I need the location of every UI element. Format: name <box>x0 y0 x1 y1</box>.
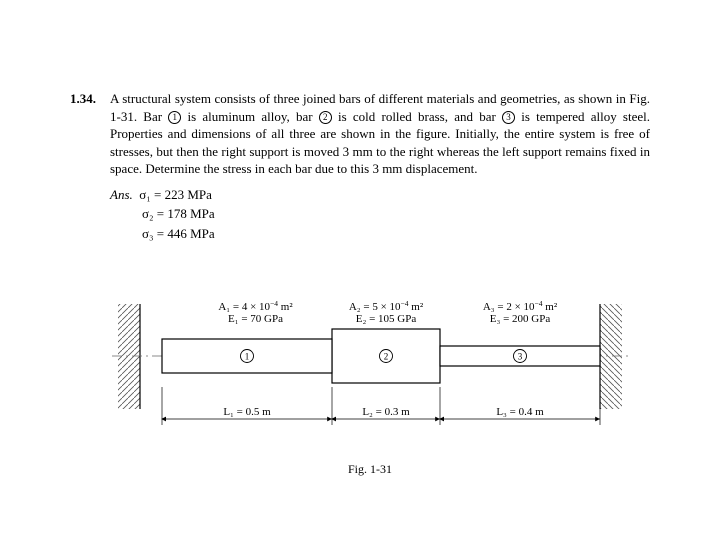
answers-block: Ans. σ₁ = 223 MPa σ₂ = 178 MPa σ₃ = 446 … <box>110 186 650 243</box>
answers-label: Ans. <box>110 187 133 202</box>
svg-text:L₁ = 0.5 m: L₁ = 0.5 m <box>223 406 271 418</box>
figure-caption: Fig. 1-31 <box>110 461 630 477</box>
svg-text:E₁ = 70 GPa: E₁ = 70 GPa <box>228 313 283 325</box>
svg-text:L₂ = 0.3 m: L₂ = 0.3 m <box>362 406 410 418</box>
svg-text:A₁ = 4 × 10−4 m²: A₁ = 4 × 10−4 m² <box>218 299 293 313</box>
circled-1-inline: 1 <box>168 111 181 124</box>
svg-text:E₂ = 105 GPa: E₂ = 105 GPa <box>356 313 417 325</box>
svg-text:2: 2 <box>384 352 389 362</box>
problem-text-part-1: is aluminum alloy, bar <box>181 109 318 124</box>
answer-sigma2: σ₂ = 178 MPa <box>142 206 215 221</box>
svg-text:E₃ = 200 GPa: E₃ = 200 GPa <box>490 313 551 325</box>
figure-1-31: 1 2 3 A₁ = 4 × 10−4 m²E₁ = 70 GPa A₂ = 5 × 1… <box>110 254 630 477</box>
problem-number: 1.34. <box>70 90 110 178</box>
svg-text:3: 3 <box>518 352 523 362</box>
problem-text: A structural system consists of three jo… <box>110 90 650 178</box>
answer-sigma3: σ₃ = 446 MPa <box>142 226 215 241</box>
circled-2-inline: 2 <box>319 111 332 124</box>
svg-text:L₃ = 0.4 m: L₃ = 0.4 m <box>496 406 544 418</box>
svg-text:1: 1 <box>245 352 250 362</box>
svg-text:A₃ = 2 × 10−4 m²: A₃ = 2 × 10−4 m² <box>483 299 558 313</box>
circled-3-inline: 3 <box>502 111 515 124</box>
svg-text:A₂ = 5 × 10−4 m²: A₂ = 5 × 10−4 m² <box>349 299 424 313</box>
answer-sigma1: σ₁ = 223 MPa <box>139 187 212 202</box>
problem-text-part-2: is cold rolled brass, and bar <box>332 109 502 124</box>
